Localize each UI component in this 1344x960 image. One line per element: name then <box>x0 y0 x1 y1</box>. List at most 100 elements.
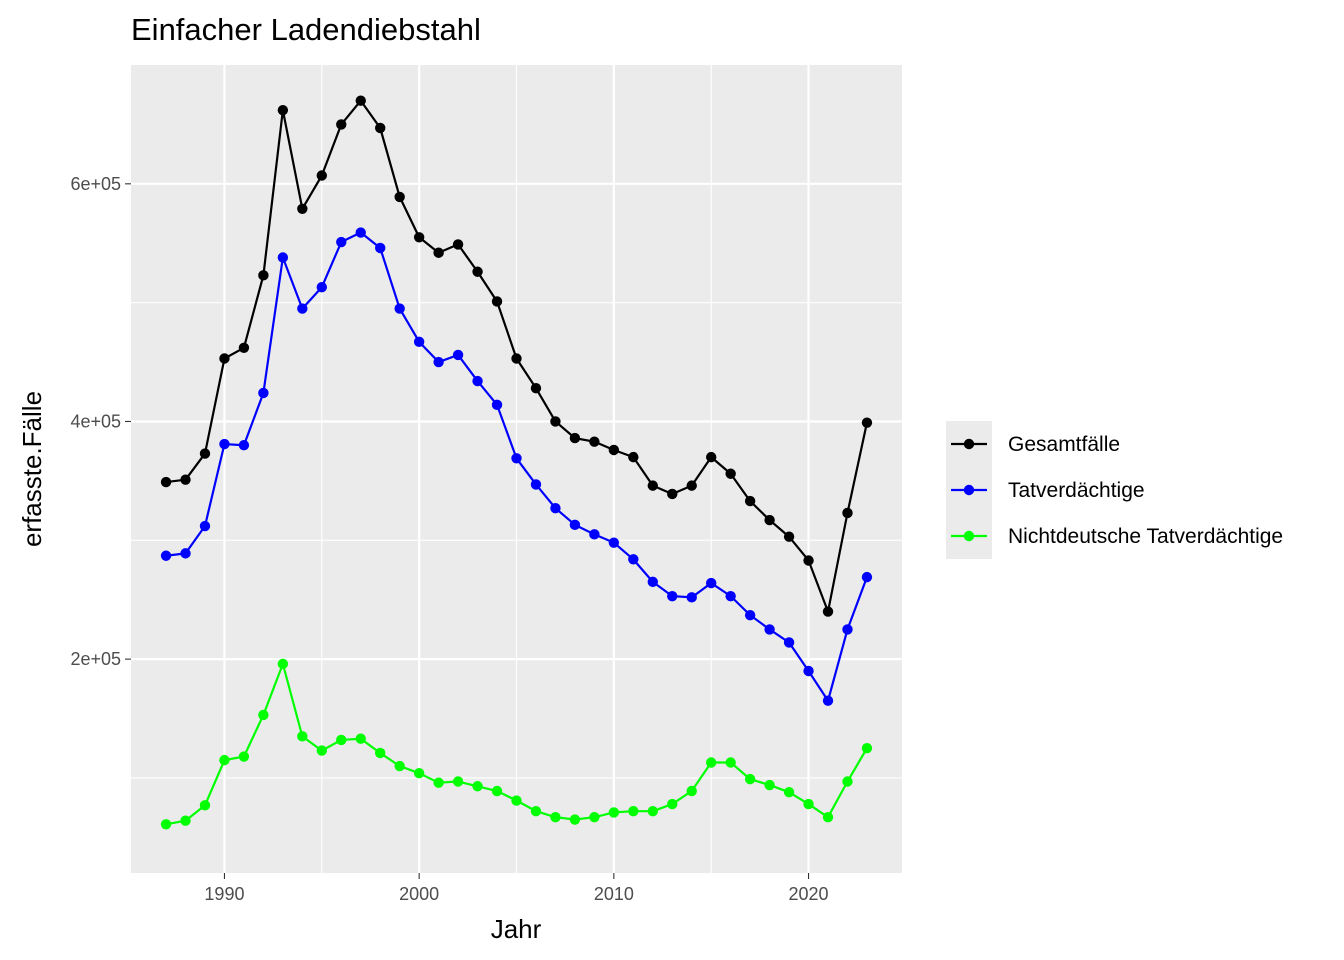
series-2-point <box>550 503 561 514</box>
major-gridlines <box>131 65 902 873</box>
legend: Gesamtfälle Tatverdächtige Nichtdeutsche T… <box>946 421 1283 559</box>
series-3-point <box>608 807 620 818</box>
series-1-point <box>783 531 795 542</box>
series-3-point <box>744 773 756 785</box>
series-1-point <box>491 296 503 307</box>
x-axis: 1990 2000 2010 2020 <box>204 873 829 904</box>
series-3-point <box>569 814 581 825</box>
series-2-point <box>589 529 600 540</box>
series-2-point <box>511 453 522 464</box>
y-tick-label: 4e+05 <box>70 411 121 431</box>
series-2-point <box>628 554 639 565</box>
series-1-point <box>861 417 873 428</box>
series-1-point <box>628 451 639 463</box>
series-2-point <box>413 336 425 348</box>
series-1-point <box>569 432 581 444</box>
series-1-point <box>433 247 444 258</box>
x-tick-label: 2000 <box>399 884 439 904</box>
series-2-point <box>394 303 405 314</box>
series-2-point <box>238 440 250 451</box>
x-tick-label: 2020 <box>789 884 829 904</box>
series-2-point <box>219 438 230 450</box>
series-3-point <box>822 811 834 823</box>
series-2-point <box>803 665 814 677</box>
minor-gridlines <box>131 65 902 873</box>
series-2-point <box>725 590 736 602</box>
series-3-point <box>530 806 542 817</box>
series-3-point <box>705 757 717 768</box>
series-3-point <box>764 779 775 791</box>
series-1-point <box>705 451 717 463</box>
series-3-point <box>550 811 561 823</box>
series-3-point <box>667 798 678 810</box>
series-2-point <box>258 387 269 399</box>
series-3-point <box>783 787 795 798</box>
series-layer <box>160 95 873 830</box>
series-1-point <box>667 488 678 500</box>
series-3-point <box>297 731 308 742</box>
series-1-point <box>511 353 522 364</box>
series-3-point <box>277 658 289 670</box>
chart-title: Einfacher Ladendiebstahl <box>131 12 481 47</box>
series-1-point <box>413 232 425 243</box>
series-2-point <box>569 519 581 531</box>
series-3-point <box>375 747 386 759</box>
series-3-point <box>258 709 269 721</box>
series-2-point <box>608 537 620 548</box>
series-3-point <box>199 800 211 811</box>
series-2-point <box>433 356 444 368</box>
series-2-point <box>842 624 853 635</box>
series-2-point <box>667 590 678 602</box>
series-1-point <box>258 270 269 281</box>
legend-key-point <box>963 438 975 450</box>
legend-label: Gesamtfälle <box>1008 433 1120 456</box>
series-3-point <box>433 777 444 788</box>
series-3-point <box>452 776 464 787</box>
series-1-point <box>764 514 775 526</box>
y-tick-label: 2e+05 <box>70 649 121 669</box>
series-2-point <box>705 577 717 589</box>
y-axis: 2e+05 4e+05 6e+05 <box>70 174 131 669</box>
series-3-point <box>628 806 639 817</box>
legend-key-point <box>963 484 975 496</box>
series-1-point <box>744 495 756 507</box>
series-3-point <box>180 815 191 826</box>
series-1-point <box>589 436 600 447</box>
series-1-point <box>238 342 250 353</box>
y-axis-title: erfasste.Fälle <box>17 391 47 547</box>
series-3-point <box>336 734 347 746</box>
series-1-point <box>647 480 658 491</box>
series-2-point <box>277 252 289 263</box>
series-1-point <box>394 191 405 203</box>
series-1-point <box>842 507 853 519</box>
series-3-point <box>842 776 853 787</box>
x-tick-label: 2010 <box>594 884 634 904</box>
series-1-point <box>375 122 386 134</box>
series-2-point <box>783 637 795 648</box>
series-2-point <box>530 479 542 490</box>
series-1-point <box>336 119 347 130</box>
legend-key-point <box>963 530 975 542</box>
series-2-point <box>316 282 328 293</box>
series-3-point <box>316 745 328 756</box>
series-2-point <box>452 349 464 361</box>
series-3-point <box>725 757 736 768</box>
series-3-point <box>861 743 873 754</box>
series-3-point <box>491 785 503 797</box>
series-1-point <box>803 555 814 566</box>
series-1-point <box>550 416 561 427</box>
series-2-point <box>160 550 172 561</box>
series-3-point <box>647 806 658 817</box>
y-tick-label: 6e+05 <box>70 174 121 194</box>
series-2-point <box>336 236 347 248</box>
legend-label: Tatverdächtige <box>1008 479 1145 502</box>
series-1-point <box>160 476 172 488</box>
series-1-point <box>180 474 191 485</box>
x-axis-title: Jahr <box>491 914 542 944</box>
series-2-point <box>491 399 503 411</box>
series-1-point <box>822 606 834 617</box>
series-2-point <box>375 242 386 254</box>
series-1-point <box>199 448 211 459</box>
series-3-point <box>511 795 522 806</box>
series-3-point <box>355 733 366 744</box>
